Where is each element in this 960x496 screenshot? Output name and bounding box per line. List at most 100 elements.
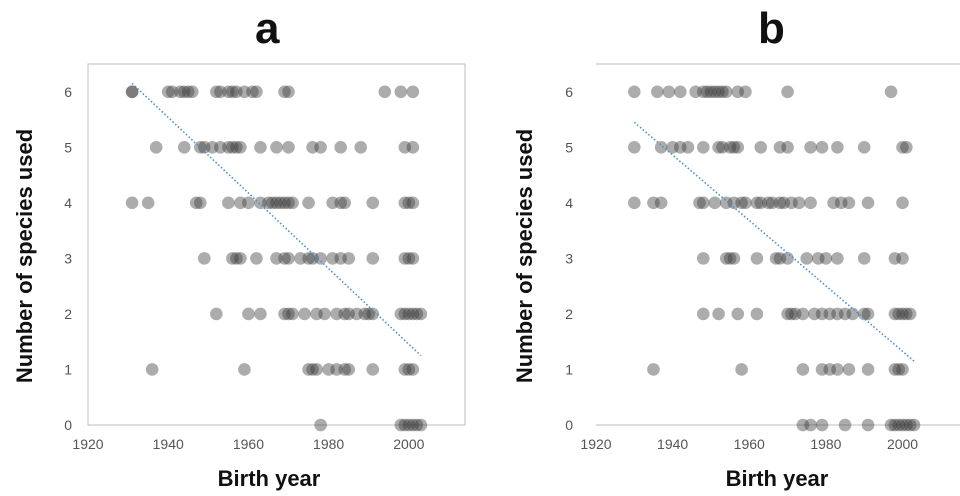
data-point xyxy=(773,141,787,154)
data-point xyxy=(831,252,844,265)
data-point xyxy=(402,307,416,321)
data-point xyxy=(896,418,909,432)
data-point xyxy=(270,196,283,210)
data-point xyxy=(286,196,299,210)
data-point xyxy=(827,196,840,210)
data-point xyxy=(723,141,737,154)
data-point xyxy=(198,252,211,265)
data-point xyxy=(314,252,327,265)
data-point xyxy=(410,307,424,321)
data-point xyxy=(278,307,291,321)
data-point xyxy=(282,307,295,321)
data-point xyxy=(719,85,733,99)
y-tick-label: 2 xyxy=(64,306,72,322)
x-tick-label: 1960 xyxy=(233,436,264,452)
data-point xyxy=(406,307,420,321)
data-point xyxy=(226,141,239,154)
data-point xyxy=(628,196,641,210)
scatter-plot-a: 0 1 2 3 4 5 6 1920 1940 1960 1980 2000 xyxy=(64,63,466,452)
data-point xyxy=(815,141,829,154)
data-point xyxy=(696,307,710,321)
data-point xyxy=(888,418,902,432)
y-tick-label: 5 xyxy=(64,139,72,155)
data-point xyxy=(165,85,179,99)
data-point xyxy=(654,196,668,210)
data-point xyxy=(177,141,191,154)
data-point xyxy=(896,363,909,376)
data-point xyxy=(250,252,263,265)
data-point xyxy=(286,307,299,321)
y-tick-label: 6 xyxy=(565,84,573,100)
data-point xyxy=(888,363,902,376)
data-point xyxy=(708,85,722,99)
data-point xyxy=(900,418,913,432)
data-point xyxy=(781,307,794,321)
data-point xyxy=(628,85,641,99)
data-point xyxy=(781,141,794,154)
data-point xyxy=(338,196,351,210)
data-point xyxy=(750,196,764,210)
data-point xyxy=(704,85,718,99)
data-point xyxy=(250,85,263,99)
x-axis-label-b: Birth year xyxy=(725,466,829,491)
data-point xyxy=(712,141,725,154)
data-point xyxy=(394,307,408,321)
data-point xyxy=(314,418,327,432)
data-point xyxy=(206,141,219,154)
data-point xyxy=(230,141,243,154)
panel-label-b: b xyxy=(758,4,785,53)
data-point xyxy=(773,252,787,265)
data-point xyxy=(727,196,741,210)
data-point xyxy=(888,252,902,265)
data-point xyxy=(781,252,794,265)
data-point xyxy=(712,85,725,99)
data-point xyxy=(903,307,917,321)
data-point xyxy=(282,85,295,99)
y-tick-label: 2 xyxy=(565,306,573,322)
data-point xyxy=(266,196,279,210)
data-point xyxy=(294,252,307,265)
data-point xyxy=(270,141,283,154)
data-point xyxy=(306,141,319,154)
data-point xyxy=(831,141,844,154)
data-point xyxy=(366,196,380,210)
data-point xyxy=(406,252,420,265)
data-point xyxy=(842,363,856,376)
y-tick-label: 6 xyxy=(64,84,72,100)
data-point xyxy=(861,196,875,210)
y-tick-label: 5 xyxy=(565,139,573,155)
data-point xyxy=(861,363,875,376)
data-point xyxy=(765,196,779,210)
data-point xyxy=(731,85,745,99)
data-point xyxy=(181,85,195,99)
data-point xyxy=(214,85,227,99)
x-axis-label-a: Birth year xyxy=(217,466,321,491)
data-point xyxy=(800,252,814,265)
x-tick-label: 1920 xyxy=(72,436,103,452)
data-point xyxy=(354,141,368,154)
data-point xyxy=(804,418,817,432)
y-tick-label: 0 xyxy=(64,417,72,433)
data-point xyxy=(689,85,702,99)
data-point xyxy=(298,307,311,321)
data-point xyxy=(796,418,810,432)
data-point xyxy=(892,363,905,376)
data-point xyxy=(716,85,729,99)
data-point xyxy=(804,141,817,154)
data-point xyxy=(735,196,748,210)
data-point xyxy=(141,196,155,210)
trend-line xyxy=(131,82,422,357)
data-point xyxy=(238,85,251,99)
data-point xyxy=(234,196,247,210)
data-point xyxy=(326,252,339,265)
data-point xyxy=(189,196,203,210)
x-tick-label: 1980 xyxy=(313,436,344,452)
data-point xyxy=(125,85,139,99)
data-point xyxy=(254,141,267,154)
data-point xyxy=(861,307,875,321)
data-point xyxy=(330,363,343,376)
data-point xyxy=(278,196,291,210)
data-point xyxy=(673,141,687,154)
data-point xyxy=(406,196,420,210)
